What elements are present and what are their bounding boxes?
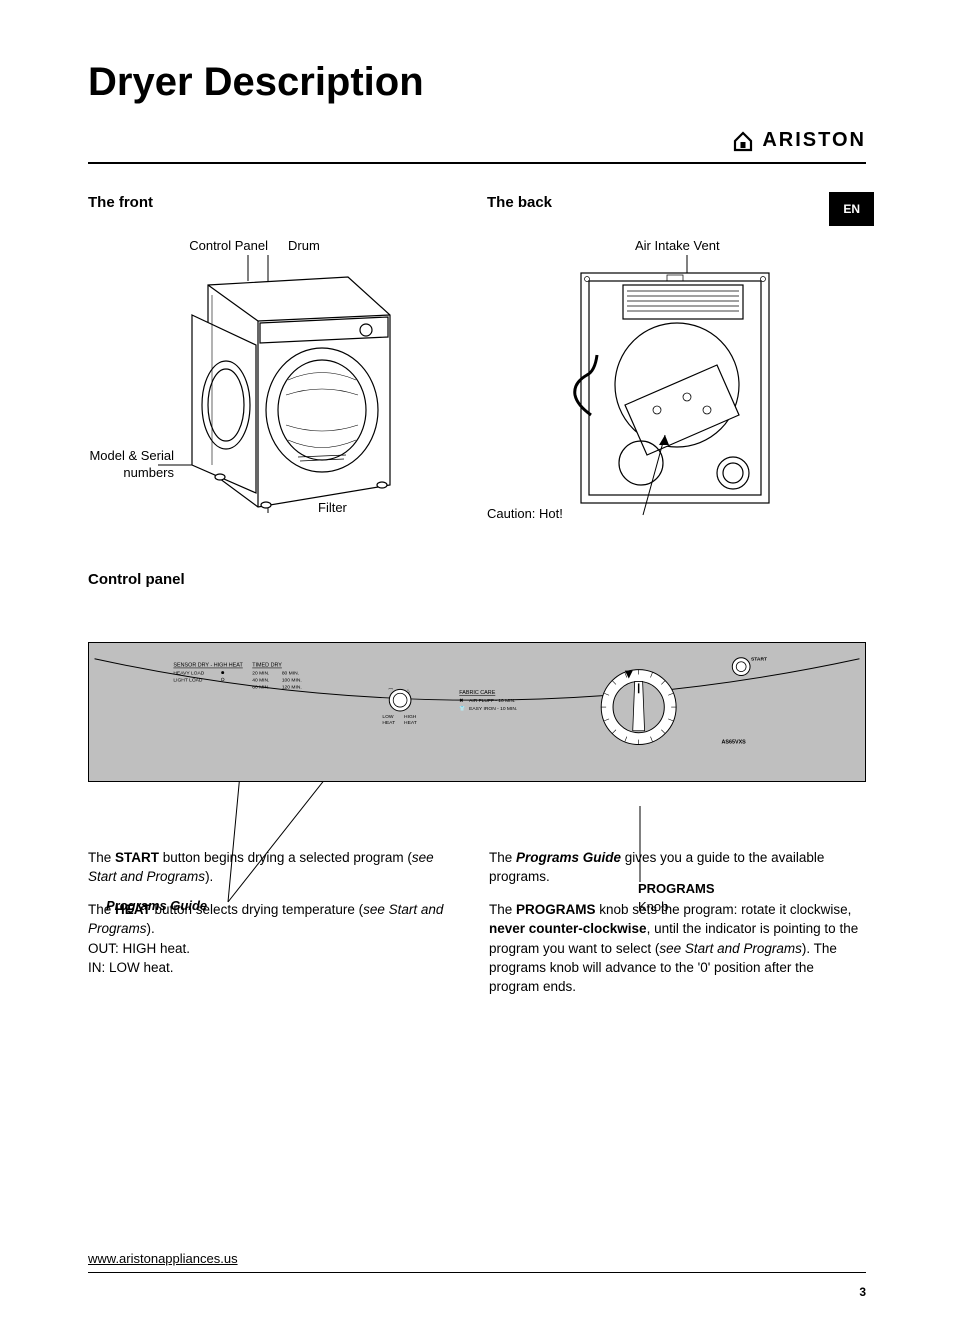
divider (88, 162, 866, 164)
svg-text:HEAT: HEAT (382, 720, 395, 726)
svg-text:AS65VXS: AS65VXS (721, 740, 746, 746)
back-heading: The back (487, 194, 866, 211)
svg-text:40 MIN.: 40 MIN. (252, 677, 269, 683)
page-number: 3 (859, 1285, 866, 1299)
svg-text:START: START (751, 657, 767, 663)
svg-text:AIR FLUFF - 10 MIN.: AIR FLUFF - 10 MIN. (469, 698, 515, 704)
brand-name: ARISTON (762, 129, 866, 152)
svg-text:LIGHT LOAD: LIGHT LOAD (173, 677, 203, 683)
label-programs-guide: Programs Guide (106, 898, 207, 913)
footer-link[interactable]: www.aristonappliances.us (88, 1251, 238, 1266)
svg-text:60 MIN.: 60 MIN. (252, 684, 269, 690)
svg-text:♨: ♨ (406, 688, 410, 694)
diagrams-row: The front Control Panel Drum Model & Ser… (88, 194, 866, 525)
svg-text:⌒: ⌒ (388, 688, 393, 694)
desc-left: The START button begins drying a selecte… (88, 848, 465, 1010)
label-drum: Drum (288, 238, 320, 255)
label-model-serial: Model & Serial numbers (84, 448, 174, 482)
footer: www.aristonappliances.us (88, 1250, 866, 1273)
label-filter: Filter (318, 500, 347, 517)
svg-text:LOW: LOW (382, 714, 394, 720)
brand-row: ARISTON (88, 129, 866, 152)
svg-text:120 MIN.: 120 MIN. (282, 684, 302, 690)
label-air-intake: Air Intake Vent (635, 238, 720, 255)
svg-text:FABRIC CARE: FABRIC CARE (459, 690, 495, 696)
desc-right: The Programs Guide gives you a guide to … (489, 848, 866, 1010)
svg-text:HEAT: HEAT (404, 720, 417, 726)
control-panel-wrap: HEATButton Indicator STARTButton SENSOR … (88, 642, 866, 782)
label-caution-hot: Caution: Hot! (487, 506, 563, 523)
svg-text:100 MIN.: 100 MIN. (282, 677, 302, 683)
page-title: Dryer Description (88, 60, 866, 105)
label-control-panel: Control Panel (128, 238, 268, 255)
svg-text:✖: ✖ (459, 698, 463, 704)
svg-text:20 MIN.: 20 MIN. (252, 671, 269, 677)
desc-start: The START button begins drying a selecte… (88, 848, 465, 886)
svg-text:SENSOR DRY - HIGH HEAT: SENSOR DRY - HIGH HEAT (173, 663, 243, 669)
footer-rule (88, 1272, 866, 1273)
control-panel-heading: Control panel (88, 571, 866, 588)
svg-text:80 MIN.: 80 MIN. (282, 671, 299, 677)
description-row: The START button begins drying a selecte… (88, 848, 866, 1010)
front-diagram: The front Control Panel Drum Model & Ser… (88, 194, 467, 525)
front-heading: The front (88, 194, 467, 211)
house-icon (732, 130, 754, 152)
dryer-back-illustration (567, 255, 787, 525)
svg-text:TIMED DRY: TIMED DRY (252, 663, 282, 669)
back-diagram: The back Air Intake Vent Caution: Hot! (487, 194, 866, 525)
control-panel-illustration: SENSOR DRY - HIGH HEAT HEAVY LOAD LIGHT … (88, 642, 866, 782)
svg-text:EASY IRON - 10 MIN.: EASY IRON - 10 MIN. (469, 706, 517, 712)
svg-text:HEAVY LOAD: HEAVY LOAD (173, 671, 204, 677)
svg-text:👕: 👕 (459, 705, 465, 712)
dryer-front-illustration (138, 255, 418, 525)
svg-text:HIGH: HIGH (404, 714, 417, 720)
label-programs-knob: PROGRAMSKnob (638, 880, 715, 915)
